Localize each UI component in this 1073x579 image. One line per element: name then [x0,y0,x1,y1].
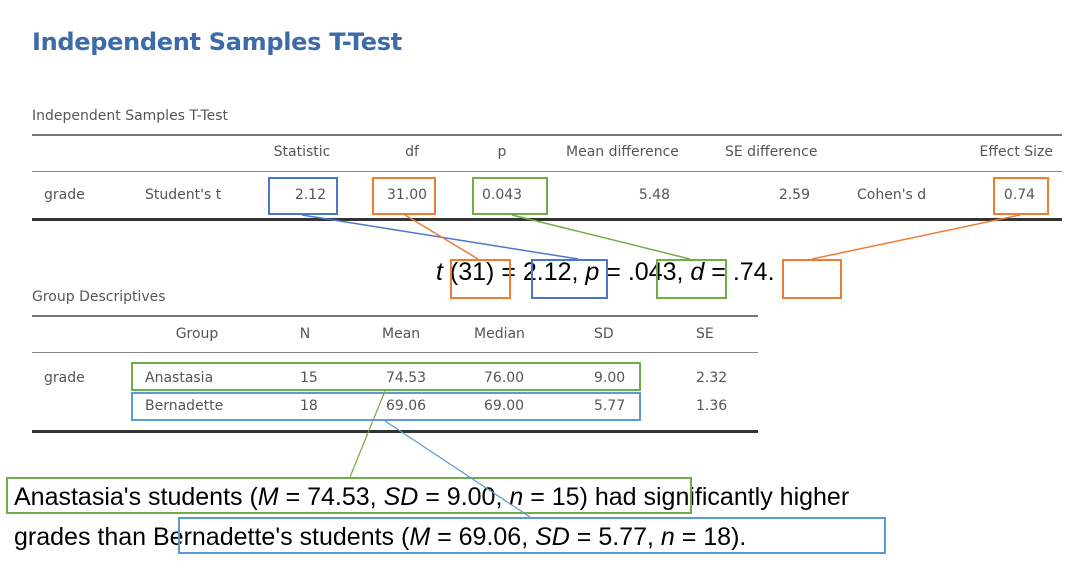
apa-sentence-line-2: grades than Bernadette's students (M = 6… [14,523,746,552]
bernadette-connector [384,420,531,518]
anastasia-sd: = 9.00, [418,483,510,511]
ttest-header-rule [32,171,1062,172]
period: . [739,523,747,551]
sd-symbol: SD [383,483,419,511]
statistic-highlight-box [268,177,338,215]
p-highlight-box [472,177,548,215]
col-header-se: SE [696,326,714,342]
apa-p-value: .043 [627,258,677,286]
cell-mean: 74.53 [386,370,427,386]
apa-d-box [782,259,842,299]
m-symbol: M [257,483,279,511]
cell-sd: 5.77 [594,398,626,414]
cell-effect-type: Cohen's d [857,187,927,203]
statistic-connector [301,214,579,260]
n-symbol: n [660,523,675,551]
p-symbol: p [578,258,600,286]
anastasia-n: = 15) [523,483,588,511]
cell-statistic: 2.12 [294,187,326,203]
anastasia-label: Anastasia's students ( [14,483,258,511]
apa-p-box [656,259,727,299]
anastasia-sentence-box [6,477,692,514]
descriptives-bottom-rule [32,430,758,433]
bernadette-highlight-box [131,392,641,421]
effect-size-highlight-box [993,177,1049,215]
anastasia-highlight-box [131,362,641,391]
col-header-p: p [497,144,507,160]
bernadette-sentence-box [178,517,886,554]
ttest-bottom-rule [32,218,1062,221]
col-header-effect-size: Effect Size [979,144,1053,160]
sentence-rest: had significantly higher [587,483,850,511]
cell-n: 15 [300,370,318,386]
col-header-mean-difference: Mean difference [566,144,679,160]
col-header-median: Median [474,326,525,342]
t-symbol: t [436,258,443,286]
bernadette-label: Bernadette's students ( [153,523,410,551]
cell-mean: 69.06 [386,398,427,414]
bernadette-mean: = 69.06, [430,523,536,551]
d-symbol: d [683,258,705,286]
col-header-mean: Mean [382,326,421,342]
ttest-table-caption: Independent Samples T-Test [32,108,229,124]
m-symbol: M [409,523,431,551]
apa-sentence-line-1: Anastasia's students (M = 74.53, SD = 9.… [14,483,849,512]
equals: = [599,258,628,286]
cell-group: Bernadette [145,398,224,414]
comma: , [676,258,684,286]
cell-se: 1.36 [696,398,728,414]
sd-symbol: SD [535,523,570,551]
col-header-sd: SD [594,326,614,342]
apa-df: (31) [449,258,495,286]
df-highlight-box [372,177,436,215]
descriptives-caption: Group Descriptives [32,289,166,305]
apa-df-box [450,259,511,299]
descriptives-top-rule [32,315,758,317]
cell-p: 0.043 [482,187,523,203]
equals: = [494,258,523,286]
n-symbol: n [509,483,524,511]
sentence-lead: grades than [14,523,153,551]
cell-df: 31.00 [386,187,428,203]
anastasia-connector [349,390,386,478]
page-title: Independent Samples T-Test [32,28,402,56]
col-header-se-difference: SE difference [725,144,818,160]
cell-se: 2.32 [696,370,728,386]
cell-n: 18 [300,398,318,414]
col-header-n: N [299,326,311,342]
ttest-top-rule [32,134,1062,136]
cell-effect-size: 0.74 [1003,187,1036,203]
cell-se-difference: 2.59 [778,187,810,203]
col-header-statistic: Statistic [273,144,331,160]
descriptives-variable: grade [44,370,85,386]
anastasia-mean: = 74.53, [278,483,384,511]
descriptives-header-rule [32,352,758,353]
bernadette-n: = 18) [674,523,740,551]
cell-group: Anastasia [145,370,214,386]
df-connector [404,214,479,260]
cell-median: 69.00 [484,398,525,414]
apa-stat-line: t (31) = 2.12, p = .043, d = .74. [436,258,775,287]
cell-median: 76.00 [484,370,525,386]
col-header-group: Group [175,326,219,342]
col-header-df: df [405,144,419,160]
cell-variable: grade [44,187,85,203]
cell-test: Student's t [145,187,222,203]
apa-d-value: .74. [732,258,775,286]
cell-sd: 9.00 [594,370,626,386]
apa-t-box [531,259,608,299]
cell-mean-difference: 5.48 [638,187,670,203]
equals: = [704,258,733,286]
bernadette-sd: = 5.77, [569,523,661,551]
p-connector [511,214,691,260]
effect-size-connector [811,214,1021,260]
